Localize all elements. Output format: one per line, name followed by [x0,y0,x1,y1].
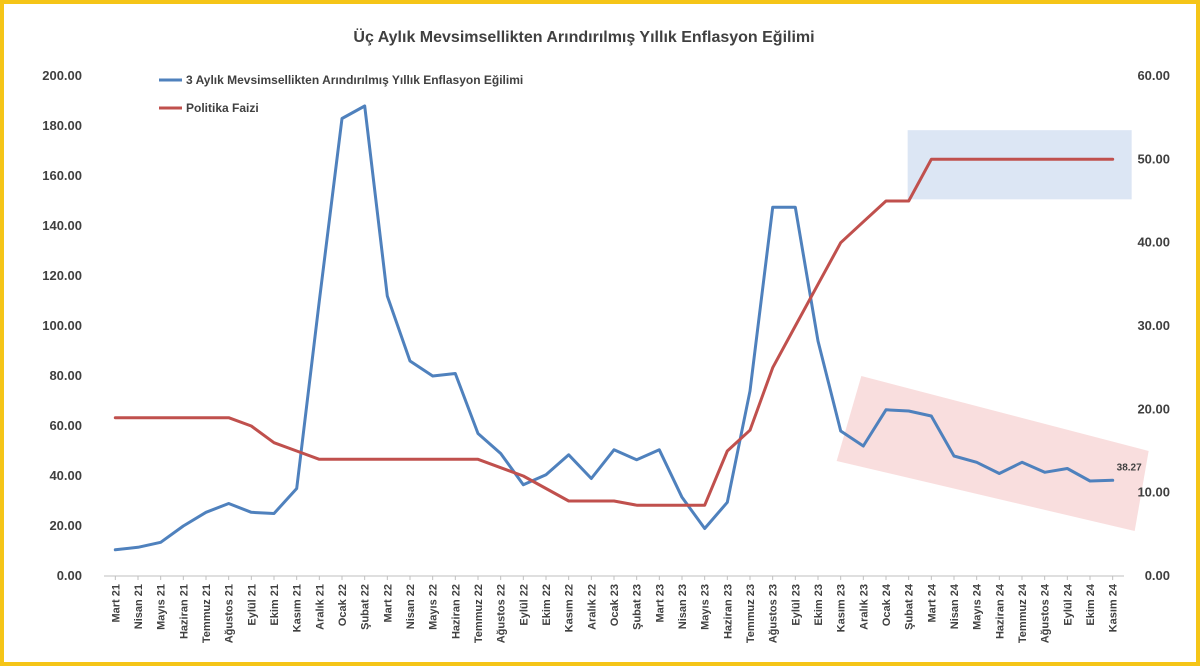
x-tick-label: Mayıs 22 [428,584,440,630]
x-tick-label: Şubat 22 [360,584,372,630]
y-right-tick-label: 50.00 [1137,151,1170,166]
y-right-tick-label: 10.00 [1137,485,1170,500]
y-left-tick-label: 200.00 [42,68,82,83]
x-tick-label: Ekim 23 [813,584,825,626]
x-tick-label: Kasım 22 [564,584,576,632]
y-left-tick-label: 40.00 [49,468,82,483]
x-tick-label: Mart 21 [110,584,122,623]
legend-label-policy-rate: Politika Faizi [186,101,259,115]
y-left-tick-label: 100.00 [42,318,82,333]
x-tick-label: Kasım 23 [836,584,848,632]
highlight-layer [836,130,1149,531]
x-tick-label: Haziran 22 [450,584,462,639]
x-tick-label: Aralık 23 [858,584,870,630]
x-tick-label: Ekim 24 [1085,583,1097,625]
y-right-tick-label: 60.00 [1137,68,1170,83]
y-right-tick-label: 30.00 [1137,318,1170,333]
x-tick-label: Kasım 21 [292,584,304,632]
x-tick-label: Temmuz 23 [745,584,757,643]
y-left-tick-label: 180.00 [42,118,82,133]
x-tick-label: Nisan 24 [949,583,961,629]
y-left-tick-label: 140.00 [42,218,82,233]
line-chart: Üç Aylık Mevsimsellikten Arındırılmış Yı… [42,27,1170,643]
y-left-tick-label: 120.00 [42,268,82,283]
x-tick-label: Şubat 23 [632,584,644,630]
x-tick-label: Şubat 24 [904,583,916,630]
x-tick-label: Ekim 22 [541,584,553,626]
y-right-tick-label: 0.00 [1145,568,1170,583]
x-tick-label: Mayıs 24 [972,583,984,630]
x-tick-label: Nisan 22 [405,584,417,629]
series-layer [113,104,1115,552]
y-left-tick-label: 80.00 [49,368,82,383]
x-tick-label: Haziran 21 [178,584,190,639]
x-tick-label: Mart 22 [382,584,394,623]
legend-label-inflation: 3 Aylık Mevsimsellikten Arındırılmış Yıl… [186,73,523,87]
x-tick-label: Haziran 23 [722,584,734,639]
x-tick-label: Ağustos 21 [224,584,236,643]
y-right-tick-label: 20.00 [1137,401,1170,416]
x-tick-label: Mart 24 [926,583,938,622]
y-left-tick-label: 20.00 [49,518,82,533]
y-left-tick-label: 160.00 [42,168,82,183]
x-tick-label: Mayıs 21 [156,584,168,630]
x-tick-label: Ocak 24 [881,583,893,626]
x-tick-label: Ağustos 23 [768,584,780,643]
x-tick-label: Eylül 21 [246,584,258,626]
x-tick-label: Aralık 21 [314,584,326,630]
x-tick-label: Temmuz 21 [201,584,213,643]
policy-rate-line [113,157,1115,507]
x-tick-label: Temmuz 24 [1017,583,1029,643]
x-tick-label: Mart 23 [654,584,666,623]
x-tick-label: Ocak 23 [609,584,621,626]
x-tick-label: Ekim 21 [269,584,281,626]
x-tick-label: Ağustos 22 [496,584,508,643]
disinflation-trend-band [836,376,1149,531]
chart-title: Üç Aylık Mevsimsellikten Arındırılmış Yı… [353,27,814,46]
legend: 3 Aylık Mevsimsellikten Arındırılmış Yıl… [159,73,523,115]
data-labels-layer: 38.27 [1117,462,1142,473]
x-tick-label: Temmuz 22 [473,584,485,643]
y-left-tick-label: 0.00 [57,568,82,583]
y-left-tick-label: 60.00 [49,418,82,433]
policy-rate-highlight-box [907,130,1132,200]
x-tick-label: Eylül 24 [1062,583,1074,625]
x-tick-label: Kasım 24 [1108,583,1120,632]
x-tick-label: Mayıs 23 [700,584,712,630]
x-tick-label: Eylül 22 [518,584,530,626]
x-tick-label: Haziran 24 [994,583,1006,639]
x-tick-label: Eylül 23 [790,584,802,626]
x-tick-label: Nisan 23 [677,584,689,629]
axes-layer: 0.00 20.00 40.00 60.00 80.00 100.00 120.00 140.… [42,68,1170,643]
y-right-tick-label: 40.00 [1137,235,1170,250]
x-tick-label: Ocak 22 [337,584,349,626]
inflation-trend-line [113,104,1115,552]
x-tick-label: Aralık 22 [586,584,598,630]
last-value-data-label: 38.27 [1117,462,1142,473]
x-tick-label: Ağustos 24 [1040,583,1052,643]
x-tick-label: Nisan 21 [133,584,145,629]
